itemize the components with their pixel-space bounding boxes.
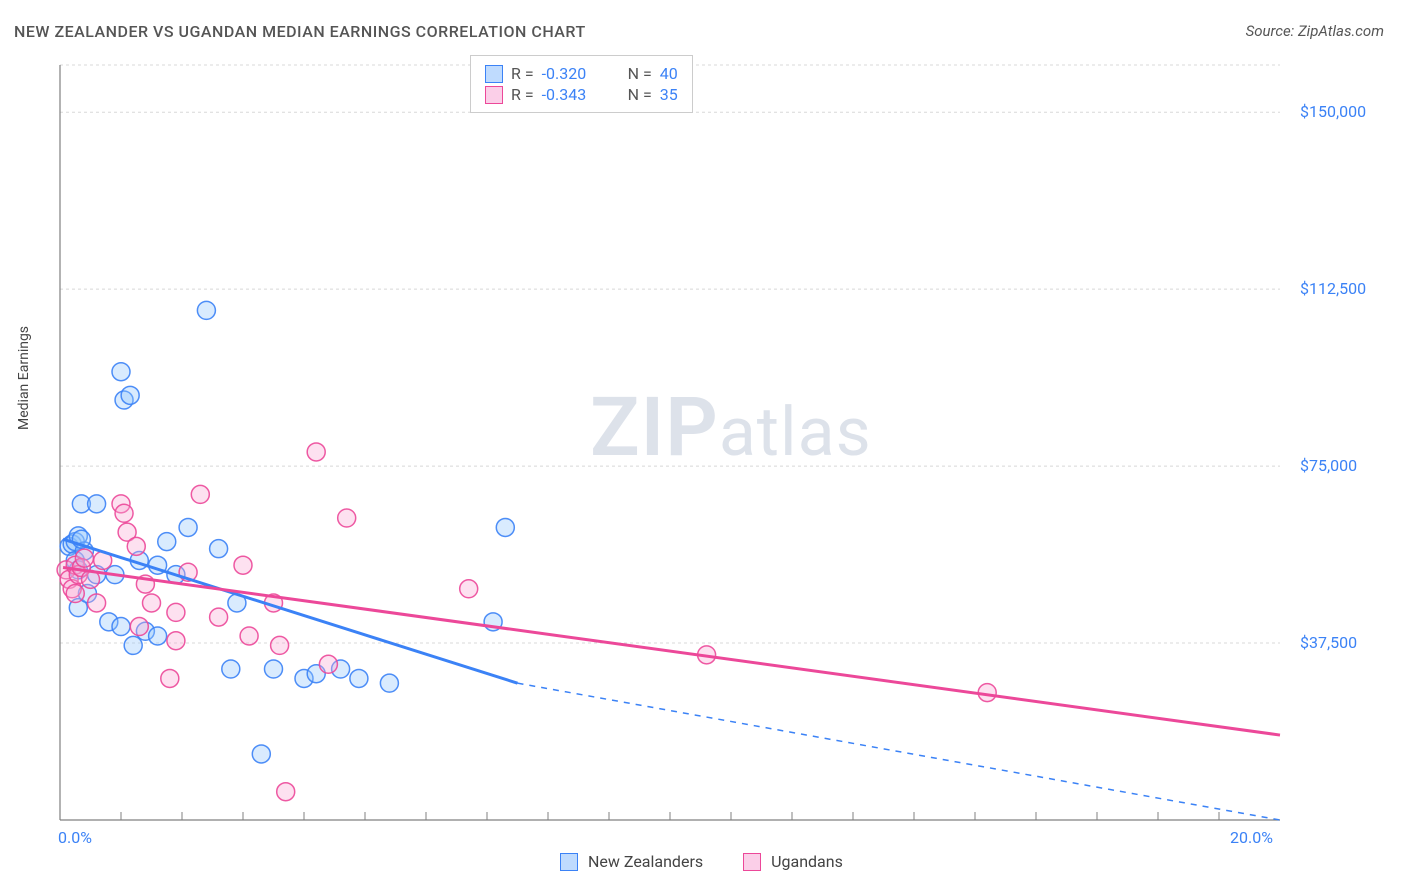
correlation-legend: R = -0.320 N = 40 R = -0.343 N = 35 bbox=[470, 55, 693, 113]
series-legend-label: Ugandans bbox=[771, 852, 843, 871]
chart-title: NEW ZEALANDER VS UGANDAN MEDIAN EARNINGS… bbox=[14, 22, 586, 41]
legend-n-value: 40 bbox=[660, 64, 678, 83]
scatter-plot bbox=[50, 50, 1390, 850]
y-tick-label: $150,000 bbox=[1300, 102, 1366, 121]
legend-swatch bbox=[485, 65, 503, 83]
series-legend-item: New Zealanders bbox=[560, 852, 703, 871]
legend-r-value: -0.343 bbox=[542, 85, 604, 104]
legend-r-label: R = bbox=[511, 64, 534, 83]
legend-n-label: N = bbox=[628, 64, 652, 83]
legend-r-label: R = bbox=[511, 85, 534, 104]
source-label: Source: ZipAtlas.com bbox=[1246, 22, 1384, 40]
legend-row: R = -0.320 N = 40 bbox=[485, 64, 678, 83]
x-tick-label: 0.0% bbox=[58, 828, 92, 847]
series-legend: New Zealanders Ugandans bbox=[560, 852, 843, 871]
chart-svg bbox=[50, 50, 1390, 850]
series-legend-label: New Zealanders bbox=[588, 852, 703, 871]
legend-swatch bbox=[560, 853, 578, 871]
y-tick-label: $75,000 bbox=[1300, 456, 1357, 475]
y-axis-label: Median Earnings bbox=[16, 326, 32, 430]
x-tick-label: 20.0% bbox=[1230, 828, 1273, 847]
legend-n-value: 35 bbox=[660, 85, 678, 104]
legend-swatch bbox=[743, 853, 761, 871]
legend-swatch bbox=[485, 86, 503, 104]
legend-n-label: N = bbox=[628, 85, 652, 104]
series-legend-item: Ugandans bbox=[743, 852, 843, 871]
y-tick-label: $37,500 bbox=[1300, 633, 1357, 652]
legend-row: R = -0.343 N = 35 bbox=[485, 85, 678, 104]
y-tick-label: $112,500 bbox=[1300, 279, 1366, 298]
legend-r-value: -0.320 bbox=[542, 64, 604, 83]
